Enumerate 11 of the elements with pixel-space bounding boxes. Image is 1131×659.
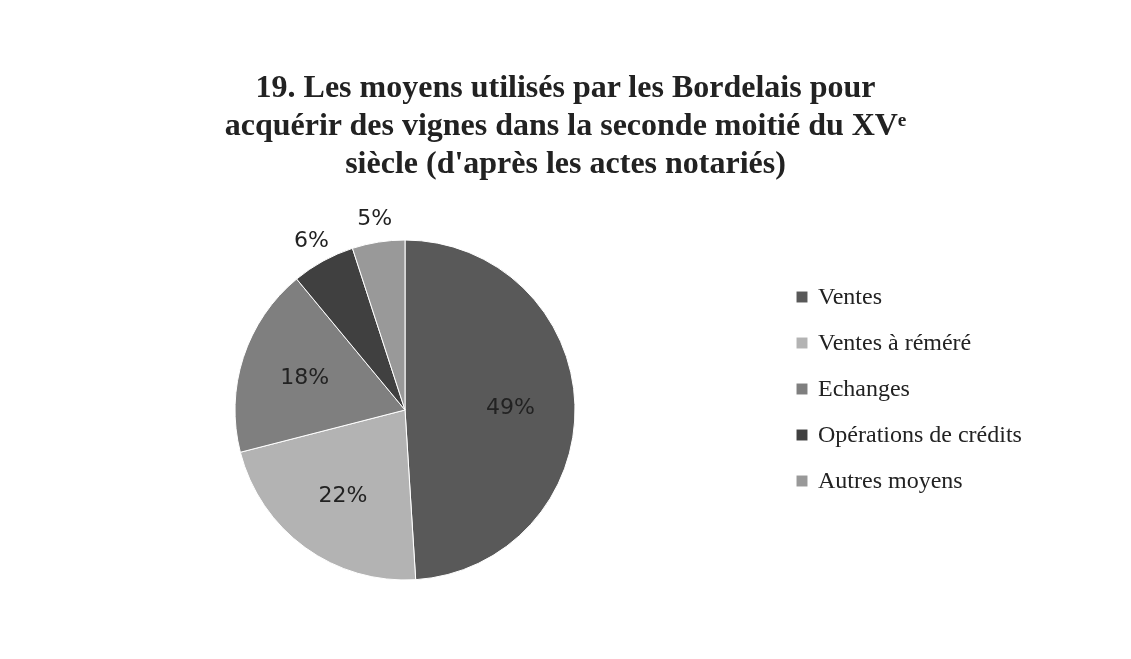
- legend-label: Echanges: [818, 375, 910, 401]
- legend-label: Ventes à réméré: [818, 329, 972, 355]
- legend-label: Ventes: [818, 283, 882, 309]
- data-label: 6%: [294, 227, 329, 252]
- data-label: 18%: [280, 364, 330, 390]
- legend-label: Autres moyens: [818, 467, 963, 493]
- data-label: 49%: [485, 393, 535, 419]
- data-label: 22%: [318, 482, 368, 508]
- chart-title: 19. Les moyens utilisés par les Bordelais pour acquérir des vignes dans la seconde moitié du XVᵉ siècle (d'après les actes notariés): [224, 68, 907, 180]
- legend-label: Opérations de crédits: [818, 421, 1022, 447]
- data-label: 5%: [357, 205, 393, 231]
